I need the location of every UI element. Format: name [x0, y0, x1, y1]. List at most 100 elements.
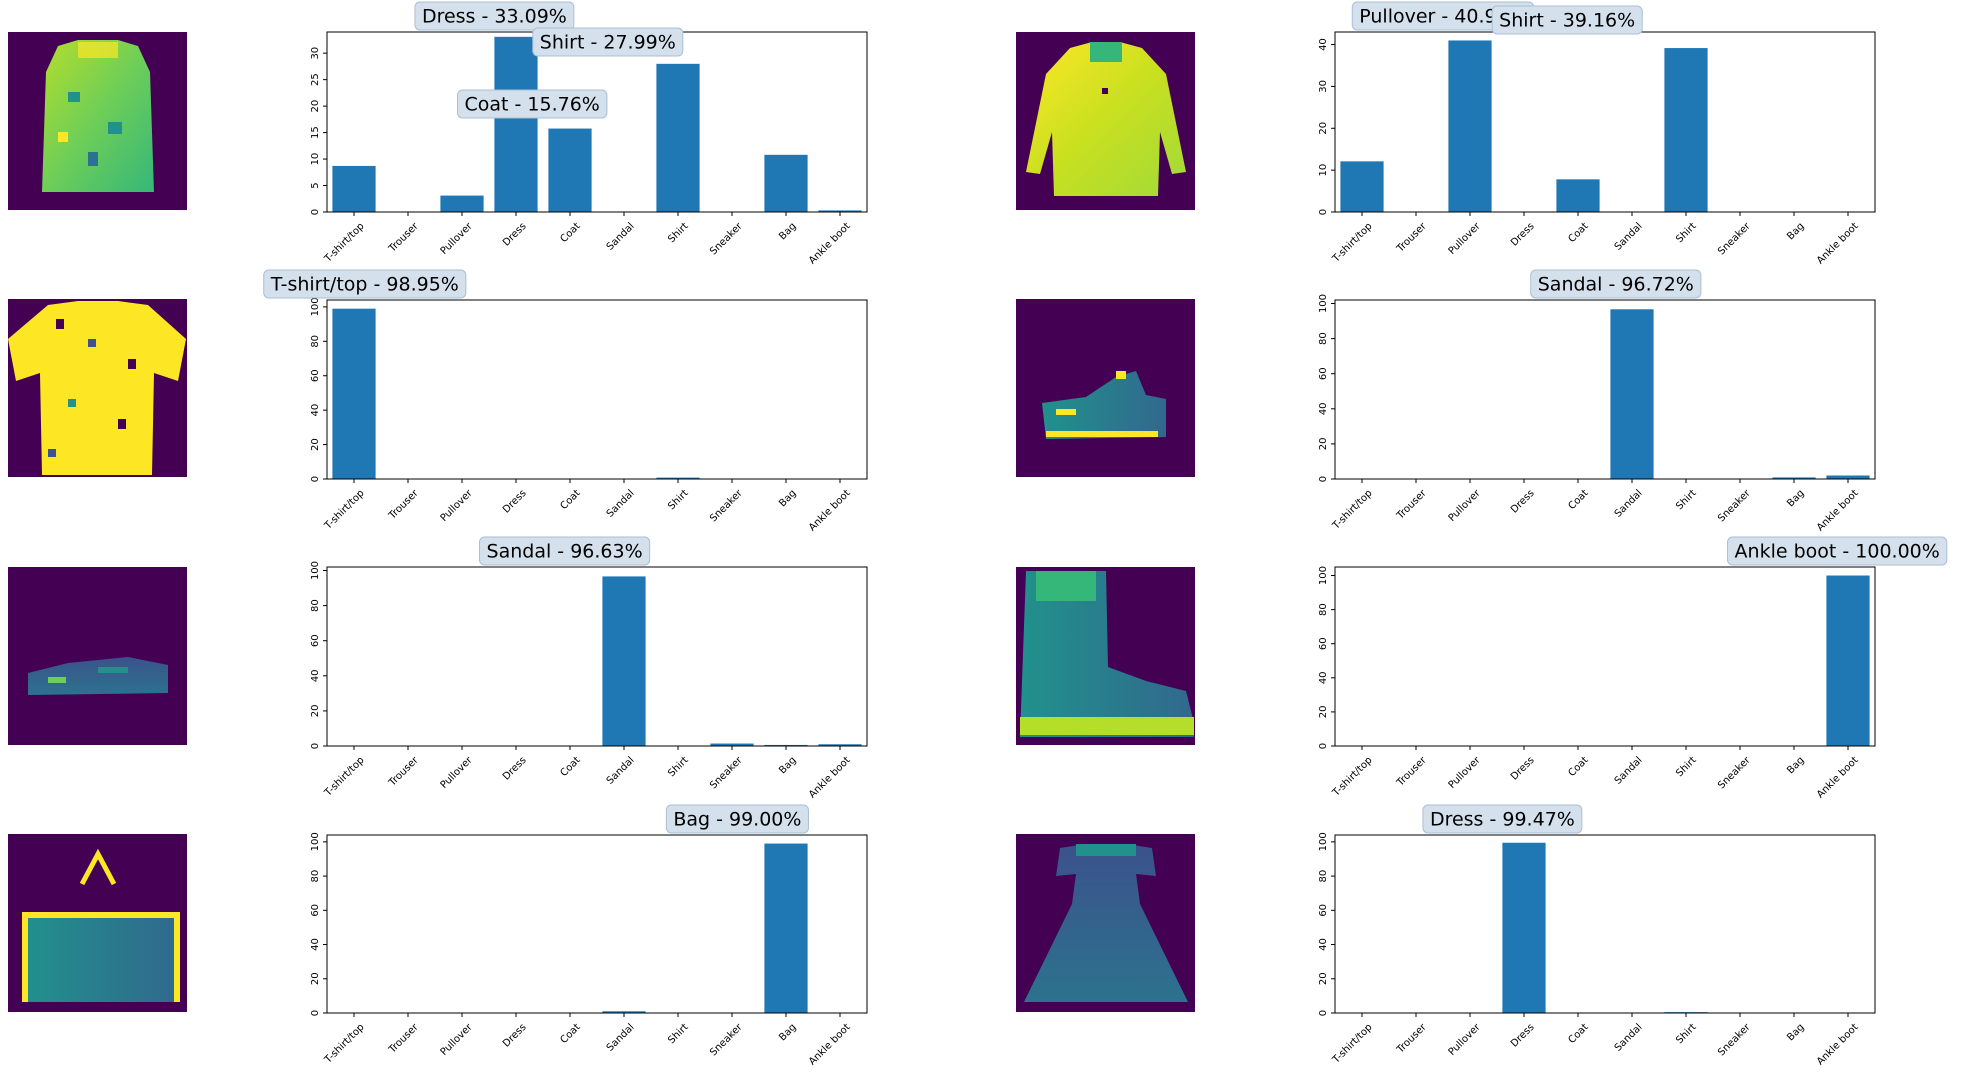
bar-ankle-boot	[818, 744, 862, 746]
x-tick-label: Bag	[1785, 221, 1806, 242]
x-tick-label: Sandal	[1613, 1022, 1645, 1054]
prediction-annotation-label: Bag - 99.00%	[673, 809, 801, 831]
x-tick-label: Sneaker	[708, 754, 745, 791]
x-tick-label: Pullover	[439, 754, 476, 791]
y-tick-label: 40	[1318, 402, 1329, 415]
bar-bag	[1772, 477, 1816, 479]
y-tick-label: 30	[1318, 80, 1329, 93]
x-tick-label: T-shirt/top	[1330, 1022, 1374, 1066]
x-tick-label: Sandal	[605, 221, 637, 253]
x-tick-label: Ankle boot	[1815, 755, 1861, 801]
y-tick-label: 100	[1318, 294, 1329, 313]
x-tick-label: T-shirt/top	[1330, 755, 1374, 799]
x-tick-label: Dress	[1509, 1022, 1537, 1050]
x-tick-label: Shirt	[666, 221, 690, 245]
y-tick-label: 0	[1318, 209, 1329, 215]
x-tick-label: Shirt	[1674, 755, 1698, 779]
y-tick-label: 40	[1318, 671, 1329, 684]
prediction-annotation: Shirt - 27.99%	[532, 27, 684, 57]
x-tick-label: Coat	[558, 1022, 582, 1046]
axes-frame	[1334, 299, 1876, 480]
x-tick-label: Pullover	[1447, 1021, 1484, 1058]
y-tick-label: 80	[1318, 603, 1329, 616]
prediction-annotation: Sandal - 96.63%	[479, 536, 651, 566]
y-tick-label: 80	[310, 599, 321, 612]
probability-bar-chart: 0 20 40 60 80 100 T-shirt/top Trouser Pullover Dr…	[310, 536, 868, 801]
bar-bag	[764, 744, 808, 746]
prediction-annotation-label: Sandal - 96.63%	[487, 541, 643, 563]
x-tick-label: Sandal	[605, 755, 637, 787]
x-tick-label: Bag	[777, 755, 798, 776]
prediction-annotation-label: Shirt - 27.99%	[540, 32, 676, 54]
bar-sandal	[602, 576, 646, 746]
x-tick-label: Shirt	[1674, 221, 1698, 245]
bar-t-shirt-top	[332, 165, 376, 212]
prediction-annotation-box	[457, 89, 608, 119]
probability-bar-chart: 0 20 40 60 80 100 T-shirt/top Trouser Pullover Dr…	[310, 804, 868, 1068]
x-tick-label: Dress	[501, 221, 529, 249]
axes-frame	[326, 834, 868, 1014]
y-tick-label: 10	[1318, 164, 1329, 177]
y-tick-label: 40	[1318, 38, 1329, 51]
bar-shirt	[656, 477, 700, 479]
x-tick-label: Pullover	[1447, 754, 1484, 791]
x-tick-label: Trouser	[386, 754, 421, 789]
sandal-thumbnail	[8, 567, 187, 745]
y-tick-label: 0	[310, 476, 321, 482]
x-tick-label: T-shirt/top	[322, 1022, 366, 1066]
y-tick-label: 100	[310, 832, 321, 851]
x-tick-label: Ankle boot	[807, 488, 853, 534]
prediction-annotation: Sandal - 96.72%	[1530, 269, 1702, 299]
prediction-annotation-label: Ankle boot - 100.00%	[1735, 541, 1940, 563]
x-tick-label: Sneaker	[708, 487, 745, 524]
bar-coat	[1556, 179, 1600, 212]
probability-bar-chart: 0 20 40 60 80 100 T-shirt/top Trouser Pullover Dr…	[1318, 804, 1876, 1068]
bar-t-shirt-top	[1340, 161, 1384, 212]
y-tick-label: 100	[1318, 566, 1329, 585]
x-tick-label: Shirt	[1674, 1022, 1698, 1046]
bag-thumbnail	[8, 834, 187, 1012]
y-tick-label: 40	[1318, 938, 1329, 951]
y-tick-label: 5	[310, 182, 321, 188]
prediction-annotation-box	[479, 536, 651, 566]
x-tick-label: Ankle boot	[1815, 221, 1861, 267]
bar-dress	[1502, 842, 1546, 1013]
x-tick-label: Pullover	[439, 1021, 476, 1058]
y-tick-label: 20	[1318, 706, 1329, 719]
y-tick-label: 40	[310, 938, 321, 951]
y-tick-label: 0	[310, 1010, 321, 1016]
bar-sandal	[1610, 309, 1654, 479]
prediction-annotation-box	[1422, 804, 1583, 834]
bar-sandal	[602, 1011, 646, 1013]
prediction-annotation-label: Sandal - 96.72%	[1538, 274, 1694, 296]
bar-sneaker	[710, 743, 754, 746]
prediction-annotation: Shirt - 39.16%	[1491, 5, 1643, 35]
x-tick-label: Sneaker	[1716, 487, 1753, 524]
prediction-annotation-box	[1530, 269, 1702, 299]
bar-bag	[764, 843, 808, 1013]
y-tick-label: 60	[310, 904, 321, 917]
x-tick-label: Bag	[777, 1022, 798, 1043]
axes-frame	[1334, 834, 1876, 1014]
x-tick-label: Bag	[777, 488, 798, 509]
y-tick-label: 100	[1318, 832, 1329, 851]
x-tick-label: Trouser	[1394, 220, 1429, 255]
x-tick-label: Coat	[558, 488, 582, 512]
pullover-thumbnail	[1016, 32, 1195, 210]
tshirt-thumbnail	[8, 299, 187, 477]
x-tick-label: T-shirt/top	[1330, 488, 1374, 532]
prediction-annotation-box	[263, 269, 467, 299]
x-tick-label: Trouser	[1394, 1021, 1429, 1056]
x-tick-label: Sandal	[605, 488, 637, 520]
y-tick-label: 30	[310, 47, 321, 60]
y-tick-label: 0	[310, 743, 321, 749]
probability-bar-chart: 0 20 40 60 80 100 T-shirt/top Trouser Pullover Dr…	[1318, 536, 1948, 801]
y-tick-label: 80	[1318, 332, 1329, 345]
y-tick-label: 60	[1318, 367, 1329, 380]
sandal-thumbnail	[1016, 299, 1195, 477]
x-tick-label: Sneaker	[708, 220, 745, 257]
x-tick-label: Sneaker	[1716, 220, 1753, 257]
dress-thumbnail	[1016, 834, 1195, 1012]
x-tick-label: Dress	[501, 755, 529, 783]
x-tick-label: Bag	[1785, 1022, 1806, 1043]
